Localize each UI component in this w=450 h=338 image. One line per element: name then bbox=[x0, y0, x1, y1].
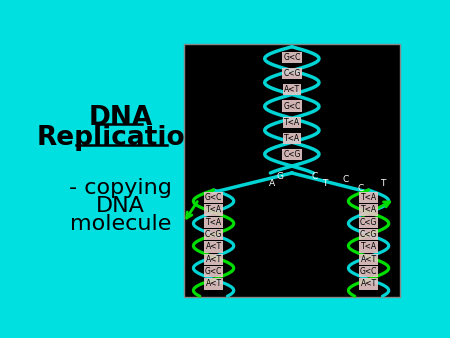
Text: T<A: T<A bbox=[360, 206, 377, 214]
Text: T: T bbox=[380, 179, 385, 188]
Text: A: A bbox=[270, 179, 275, 188]
Text: G: G bbox=[277, 172, 284, 182]
Text: DNA: DNA bbox=[89, 104, 153, 130]
Text: G<C: G<C bbox=[205, 193, 222, 202]
Text: A<T: A<T bbox=[206, 255, 222, 264]
Text: A<T: A<T bbox=[206, 280, 222, 288]
Text: T<A: T<A bbox=[206, 206, 222, 214]
Text: T<A: T<A bbox=[360, 193, 377, 202]
Text: G<C: G<C bbox=[360, 267, 377, 276]
Text: C: C bbox=[312, 172, 318, 182]
Text: molecule: molecule bbox=[70, 214, 171, 234]
Text: C<G: C<G bbox=[360, 230, 377, 239]
Text: C<G: C<G bbox=[283, 69, 301, 78]
Bar bbox=[184, 44, 400, 297]
Text: C: C bbox=[342, 175, 348, 184]
Text: A<T: A<T bbox=[284, 85, 300, 94]
Text: C<G: C<G bbox=[360, 218, 377, 227]
Text: G<C: G<C bbox=[205, 267, 222, 276]
Text: A<T: A<T bbox=[360, 280, 377, 288]
Text: A<T: A<T bbox=[206, 242, 222, 251]
Text: T<A: T<A bbox=[284, 134, 300, 143]
Text: T: T bbox=[322, 179, 327, 188]
Text: T<A: T<A bbox=[206, 218, 222, 227]
Text: C<G: C<G bbox=[283, 150, 301, 159]
Text: Replication: Replication bbox=[37, 125, 204, 151]
Text: G<C: G<C bbox=[283, 53, 301, 62]
Text: A<T: A<T bbox=[360, 255, 377, 264]
Text: C<G: C<G bbox=[205, 230, 222, 239]
Text: DNA: DNA bbox=[96, 196, 145, 216]
Text: G<C: G<C bbox=[283, 101, 301, 111]
Text: T<A: T<A bbox=[360, 242, 377, 251]
Text: C: C bbox=[358, 184, 364, 193]
Text: - copying: - copying bbox=[69, 178, 172, 198]
Text: T<A: T<A bbox=[284, 118, 300, 127]
